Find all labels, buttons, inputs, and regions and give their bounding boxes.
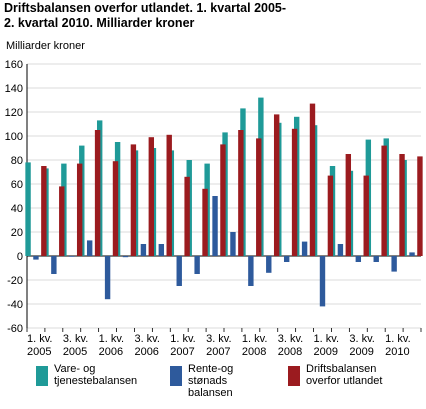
y-tick-label: 100 [5, 131, 23, 143]
bar-rente-og-stonadsbalansen [122, 256, 129, 258]
bar-rente-og-stonadsbalansen [176, 256, 182, 286]
bar-driftsbalansen [166, 134, 172, 256]
bar-driftsbalansen [399, 154, 405, 256]
x-tick-label: 1. kv. [170, 333, 195, 345]
bar-driftsbalansen [59, 186, 65, 256]
y-tick-label: 160 [5, 59, 23, 71]
y-tick-label: -60 [7, 323, 23, 335]
x-tick-label: 1. kv. [242, 333, 267, 345]
bar-driftsbalansen [41, 166, 47, 256]
bar-driftsbalansen [345, 154, 352, 256]
legend-label: Vare- og [54, 363, 96, 375]
x-tick-label: 3. kv. [278, 333, 303, 345]
legend-label: tjenestebalansen [54, 375, 138, 387]
bar-rente-og-stonadsbalansen [266, 256, 272, 273]
x-tick-label: 2009 [314, 346, 338, 358]
bar-rente-og-stonadsbalansen [194, 256, 200, 274]
legend-swatch-driftsbalansen [288, 366, 300, 386]
x-tick-label: 2010 [385, 346, 409, 358]
bar-rente-og-stonadsbalansen [140, 244, 147, 256]
bar-driftsbalansen [256, 138, 262, 256]
bar-driftsbalansen [381, 145, 387, 256]
y-tick-label: 0 [17, 251, 23, 263]
y-tick-label: 40 [11, 203, 23, 215]
bar-rente-og-stonadsbalansen [337, 244, 344, 256]
x-tick-label: 3. kv. [63, 333, 88, 345]
y-tick-label: 120 [5, 107, 23, 119]
bar-driftsbalansen [238, 130, 244, 256]
bar-rente-og-stonadsbalansen [69, 256, 75, 257]
bar-rente-og-stonadsbalansen [301, 241, 308, 256]
bar-driftsbalansen [148, 137, 155, 256]
x-tick-label: 3. kv. [134, 333, 159, 345]
bar-driftsbalansen [363, 175, 369, 256]
chart-title-line2: 2. kvartal 2010. Milliarder kroner [4, 16, 195, 30]
chart-title: Driftsbalansen overfor utlandet. 1. kvar… [4, 1, 424, 31]
x-tick-label: 2005 [63, 346, 87, 358]
bar-driftsbalansen [273, 114, 280, 257]
y-axis-label: Milliarder kroner [6, 40, 85, 52]
bar-rente-og-stonadsbalansen [104, 256, 111, 300]
y-tick-label: -40 [7, 299, 23, 311]
bar-driftsbalansen [220, 144, 226, 256]
x-tick-label: 2005 [27, 346, 51, 358]
x-tick-label: 2008 [278, 346, 302, 358]
bar-driftsbalansen [309, 103, 316, 256]
x-tick-label: 2007 [206, 346, 230, 358]
legend-label: balansen [188, 387, 233, 399]
bar-driftsbalansen [76, 163, 83, 256]
bar-driftsbalansen [417, 156, 423, 256]
legend-label: stønads [188, 375, 228, 387]
bar-rente-og-stonadsbalansen [51, 256, 57, 274]
y-tick-label: 80 [11, 155, 23, 167]
x-tick-label: 1. kv. [385, 333, 410, 345]
chart-title-line1: Driftsbalansen overfor utlandet. 1. kvar… [4, 1, 287, 15]
bar-rente-og-stonadsbalansen [409, 252, 415, 256]
x-tick-label: 3. kv. [206, 333, 231, 345]
bar-rente-og-stonadsbalansen [283, 256, 290, 262]
bar-rente-og-stonadsbalansen [230, 232, 236, 256]
y-tick-label: 60 [11, 179, 23, 191]
y-tick-label: 20 [11, 227, 23, 239]
x-tick-label: 1. kv. [314, 333, 339, 345]
y-tick-label: -20 [7, 275, 23, 287]
legend-swatch-vare-og-tjenestebalansen [36, 366, 48, 386]
legend-label: Driftsbalansen [306, 363, 377, 375]
bar-rente-og-stonadsbalansen [33, 256, 39, 260]
x-tick-label: 1. kv. [99, 333, 124, 345]
bar-rente-og-stonadsbalansen [373, 256, 379, 262]
bar-rente-og-stonadsbalansen [86, 240, 93, 256]
legend-swatch-rente-og-stonadsbalansen [170, 366, 182, 386]
x-tick-label: 2009 [349, 346, 373, 358]
legend-label: overfor utlandet [306, 375, 383, 387]
bar-driftsbalansen [327, 175, 334, 256]
bar-driftsbalansen [184, 176, 190, 256]
x-tick-label: 3. kv. [349, 333, 374, 345]
x-tick-label: 2006 [99, 346, 123, 358]
legend-label: Rente-og [188, 363, 234, 375]
bar-driftsbalansen [130, 144, 137, 256]
bar-rente-og-stonadsbalansen [158, 244, 165, 256]
bar-rente-og-stonadsbalansen [391, 256, 397, 272]
bar-vare-og-tjenestebalansen [25, 162, 31, 256]
x-tick-label: 1. kv. [27, 333, 52, 345]
bar-driftsbalansen [112, 161, 119, 256]
y-tick-label: 140 [5, 83, 23, 95]
x-tick-label: 2008 [242, 346, 266, 358]
bar-rente-og-stonadsbalansen [355, 256, 362, 262]
bar-rente-og-stonadsbalansen [212, 196, 218, 256]
bar-driftsbalansen [291, 128, 298, 256]
bar-driftsbalansen [202, 188, 208, 256]
x-tick-label: 2007 [170, 346, 194, 358]
bar-rente-og-stonadsbalansen [248, 256, 254, 286]
bar-driftsbalansen [94, 130, 101, 256]
x-tick-label: 2006 [134, 346, 158, 358]
bar-rente-og-stonadsbalansen [319, 256, 326, 307]
